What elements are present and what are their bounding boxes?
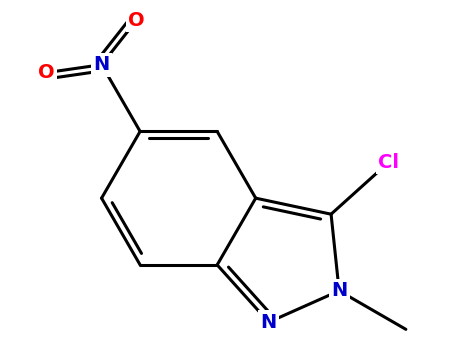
Text: Cl: Cl	[377, 153, 398, 172]
Text: N: N	[93, 55, 110, 74]
Text: O: O	[128, 11, 144, 30]
Text: N: N	[330, 281, 346, 300]
Text: O: O	[38, 63, 54, 82]
Text: N: N	[260, 313, 276, 332]
